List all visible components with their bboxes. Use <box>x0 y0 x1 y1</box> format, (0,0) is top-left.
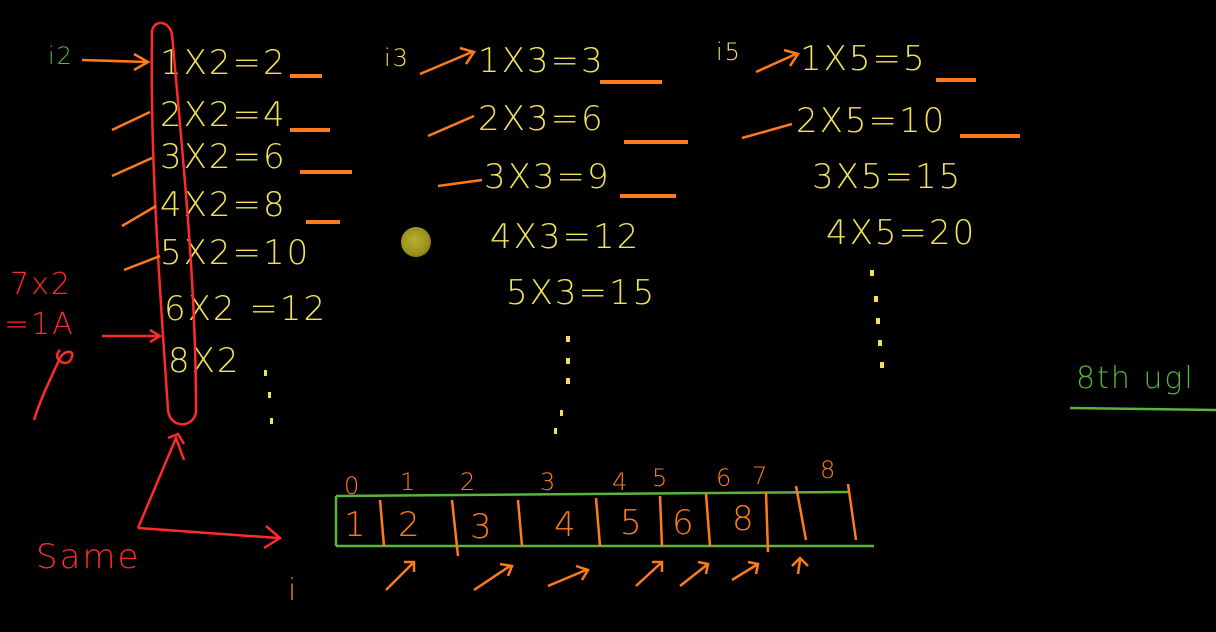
right-note: 8th ugl <box>1076 361 1195 396</box>
i5-arrow-head <box>783 48 800 67</box>
table-i5-row: 1X5=5 <box>800 39 927 79</box>
array-cell: 2 <box>398 505 422 545</box>
note-squiggle <box>32 349 74 421</box>
array-index: 4 <box>612 468 630 496</box>
array-cell: 8 <box>732 499 756 539</box>
array-pointers <box>385 556 809 592</box>
array-index: 5 <box>652 464 670 492</box>
array-cell: 6 <box>672 503 696 543</box>
table-i2-row: 5X2=10 <box>160 233 311 273</box>
array-index: 3 <box>540 468 558 496</box>
table-i3-row: 5X3=15 <box>506 273 657 313</box>
array-index: 2 <box>460 468 478 496</box>
table-i2-row: 1X2=2 <box>160 43 287 83</box>
pointer-label: i <box>288 573 299 608</box>
array-dividers <box>378 483 858 557</box>
continuation-dots <box>264 270 884 434</box>
array-index: 1 <box>400 468 418 496</box>
table-i2-row: 4X2=8 <box>160 185 287 225</box>
array-cell: 1 <box>344 505 368 545</box>
array-index: 7 <box>752 462 770 490</box>
i3-arrow <box>419 50 473 76</box>
i5-arrow <box>755 52 797 74</box>
array-index: 8 <box>820 456 838 484</box>
table-i2-row: 8X2 <box>168 341 241 381</box>
note-arrow-head <box>149 328 163 344</box>
row-pointer <box>741 122 793 140</box>
array-cell: 5 <box>620 503 644 543</box>
table-i5-row: 3X5=15 <box>812 157 963 197</box>
table-i3-row: 2X3=6 <box>478 99 605 139</box>
side-note-line1: 7x2 <box>10 267 72 302</box>
i2-arrow-head <box>133 52 151 72</box>
pen-cursor-icon <box>401 227 431 257</box>
table-i3-row: 3X3=9 <box>484 157 611 197</box>
i2-arrow <box>81 58 147 64</box>
array-cell: 3 <box>470 507 494 547</box>
row-pointer <box>123 254 161 272</box>
table-i5-label: i5 <box>716 38 742 66</box>
same-arrow-up <box>136 434 186 529</box>
table-i3-label: i3 <box>384 44 410 72</box>
row-pointer <box>111 156 153 178</box>
table-i5-row: 2X5=10 <box>796 101 947 141</box>
row-pointer <box>427 114 475 138</box>
array-index: 0 <box>344 472 362 500</box>
same-arrow-up-head <box>167 432 186 445</box>
array-top-edge <box>335 490 849 498</box>
table-i3-row: 4X3=12 <box>490 217 641 257</box>
table-i5-row: 4X5=20 <box>826 213 977 253</box>
table-i2-label: i2 <box>48 42 74 70</box>
row-pointer <box>121 204 157 228</box>
column-highlight <box>150 21 198 426</box>
i3-arrow-head <box>459 46 476 65</box>
same-arrow-right <box>137 526 279 540</box>
side-note-line2: =1A <box>4 307 75 342</box>
right-note-underline <box>1069 406 1216 412</box>
row-pointer <box>437 178 483 188</box>
table-i3-row: 1X3=3 <box>478 41 605 81</box>
table-i2-row: 6X2 =12 <box>164 289 328 329</box>
array-index: 6 <box>716 464 734 492</box>
array-cell: 4 <box>554 505 578 545</box>
row-pointer <box>111 110 151 132</box>
same-arrow-right-head <box>263 525 283 550</box>
side-note-label: Same <box>36 537 141 577</box>
